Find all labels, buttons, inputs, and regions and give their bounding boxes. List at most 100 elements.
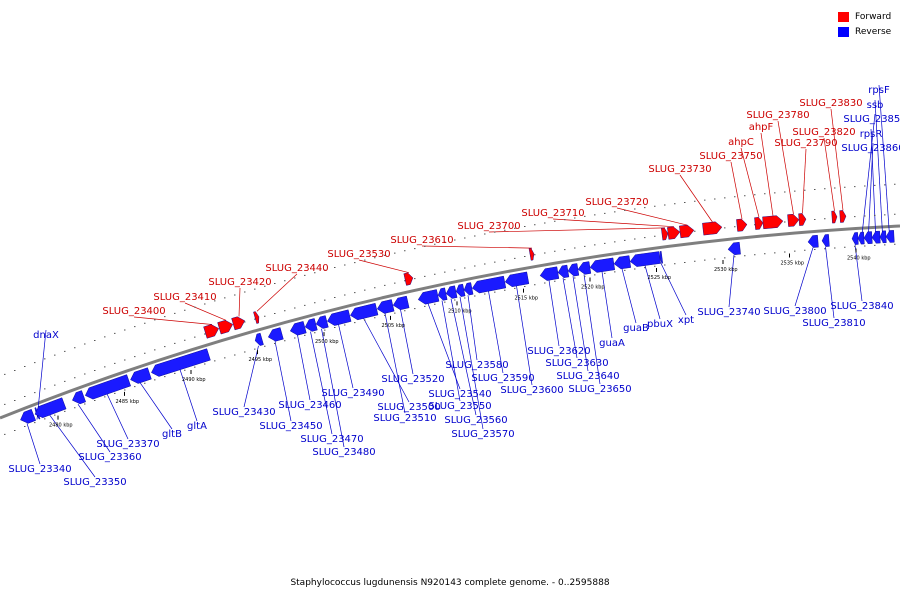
gene-slug-23850[interactable] (857, 231, 865, 245)
gene-slug-23840[interactable] (851, 232, 859, 245)
gene-label[interactable]: SLUG_23450 (259, 421, 322, 432)
gene-label[interactable]: SLUG_23510 (373, 413, 436, 424)
gene-slug-23430[interactable] (253, 332, 264, 346)
gene-label[interactable]: SLUG_23790 (774, 138, 837, 149)
gene-label[interactable]: SLUG_23820 (792, 127, 855, 138)
gene-slug-23490[interactable] (326, 309, 352, 327)
gene-label[interactable]: SLUG_23400 (102, 306, 165, 317)
gene-label[interactable]: SLUG_23730 (648, 164, 711, 175)
gene-label[interactable]: SLUG_23700 (457, 221, 520, 232)
gene-label[interactable]: rpsR (860, 129, 883, 140)
gene-label[interactable]: ahpF (749, 122, 774, 133)
gene-label[interactable]: SLUG_23650 (568, 384, 631, 395)
gene-slug-23550[interactable] (437, 287, 448, 301)
gene-label[interactable]: SLUG_23720 (585, 197, 648, 208)
gene-label[interactable]: SLUG_23370 (96, 439, 159, 450)
gene-guaa[interactable] (589, 257, 615, 273)
gene-slug-23730[interactable] (702, 221, 723, 236)
gene-slug-23600[interactable] (504, 271, 530, 288)
gene-slug-23610[interactable] (528, 247, 535, 261)
gene-label[interactable]: SLUG_23600 (500, 385, 563, 396)
gene-label[interactable]: SLUG_23840 (830, 301, 893, 312)
gene-label[interactable]: gltA (187, 421, 207, 432)
gene-label[interactable]: SLUG_23360 (78, 452, 141, 463)
gene-xpt[interactable] (659, 251, 663, 264)
gene-slug-23700[interactable] (661, 227, 669, 241)
gene-slug-23800[interactable] (807, 234, 819, 248)
gene-label[interactable]: dnaX (33, 330, 59, 341)
gene-slug-23410[interactable] (217, 319, 235, 335)
gene-label[interactable]: SLUG_23340 (8, 464, 71, 475)
gene-label[interactable]: SLUG_23420 (208, 277, 271, 288)
gene-slug-23540[interactable] (417, 289, 440, 306)
gene-slug-23780[interactable] (787, 213, 800, 227)
gene-slug-23520[interactable] (392, 295, 410, 311)
gene-ssb[interactable] (879, 230, 887, 244)
gene-label[interactable]: SLUG_23560 (444, 415, 507, 426)
gene-ahpf[interactable] (762, 215, 784, 230)
gene-label[interactable]: SLUG_23470 (300, 434, 363, 445)
gene-label[interactable]: SLUG_23860 (841, 143, 900, 154)
gene-label[interactable]: SLUG_23710 (521, 208, 584, 219)
gene-label[interactable]: rpsF (868, 85, 890, 96)
gene-slug-23370[interactable] (83, 374, 131, 402)
gene-slug-23590[interactable] (471, 275, 507, 294)
gene-label[interactable]: SLUG_23460 (278, 400, 341, 411)
gene-slug-23560[interactable] (445, 285, 458, 300)
gene-label[interactable]: SLUG_23740 (697, 307, 760, 318)
gene-label[interactable]: SLUG_23350 (63, 477, 126, 488)
gene-slug-23530[interactable] (403, 272, 414, 286)
gene-label[interactable]: SLUG_23630 (545, 358, 608, 369)
gene-slug-23860[interactable] (863, 231, 873, 244)
gene-slug-23470[interactable] (304, 318, 318, 332)
gene-slug-23650[interactable] (577, 261, 592, 276)
gene-slug-23740[interactable] (727, 241, 741, 255)
gene-label[interactable]: guaB (623, 323, 649, 334)
gene-label[interactable]: SLUG_23550 (428, 401, 491, 412)
gene-slug-23630[interactable] (557, 264, 570, 278)
gene-label[interactable]: SLUG_23780 (746, 110, 809, 121)
gene-label[interactable]: SLUG_23570 (451, 429, 514, 440)
gene-label[interactable]: SLUG_23750 (699, 151, 762, 162)
gene-label[interactable]: xpt (678, 315, 694, 326)
gene-slug-23710[interactable] (667, 226, 681, 240)
gene-slug-23350[interactable] (33, 397, 67, 420)
gene-slug-23480[interactable] (315, 315, 329, 330)
gene-slug-23510[interactable] (376, 299, 395, 314)
gene-label[interactable]: SLUG_23430 (212, 407, 275, 418)
gene-ahpc[interactable] (754, 217, 764, 230)
gene-slug-23790[interactable] (798, 213, 807, 226)
gene-glta[interactable] (150, 348, 211, 379)
gene-slug-23360[interactable] (70, 390, 86, 406)
gene-slug-23720[interactable] (679, 224, 695, 239)
gene-label[interactable]: pbuX (647, 319, 673, 330)
gene-slug-23620[interactable] (539, 266, 560, 282)
gene-label[interactable]: guaA (599, 338, 625, 349)
gene-slug-23460[interactable] (289, 321, 307, 336)
gene-label[interactable]: SLUG_23800 (763, 306, 826, 317)
gene-label[interactable]: SLUG_23480 (312, 447, 375, 458)
gene-label[interactable]: SLUG_23520 (381, 374, 444, 385)
gene-slug-23570[interactable] (455, 283, 466, 297)
gene-slug-23580[interactable] (463, 282, 474, 296)
gene-slug-23640[interactable] (567, 263, 580, 277)
gene-slug-23400[interactable] (203, 323, 221, 339)
gene-slug-23830[interactable] (839, 210, 847, 223)
gene-label[interactable]: SLUG_23640 (556, 371, 619, 382)
gene-label[interactable]: gltB (162, 429, 182, 440)
gene-gltb[interactable] (129, 367, 152, 386)
gene-slug-23500[interactable] (349, 303, 379, 321)
gene-label[interactable]: SLUG_23610 (390, 235, 453, 246)
gene-label[interactable]: SLUG_23810 (802, 318, 865, 329)
gene-label[interactable]: SLUG_23580 (445, 360, 508, 371)
gene-slug-23420[interactable] (231, 315, 247, 331)
gene-slug-23810[interactable] (821, 234, 830, 247)
gene-label[interactable]: SLUG_23590 (471, 373, 534, 384)
gene-label[interactable]: SLUG_23440 (265, 263, 328, 274)
gene-rpsr[interactable] (871, 230, 881, 244)
gene-guab[interactable] (613, 255, 631, 270)
gene-label[interactable]: SLUG_23530 (327, 249, 390, 260)
gene-label[interactable]: SLUG_23540 (428, 389, 491, 400)
gene-label[interactable]: SLUG_23830 (799, 98, 862, 109)
gene-rpsf[interactable] (885, 230, 895, 243)
